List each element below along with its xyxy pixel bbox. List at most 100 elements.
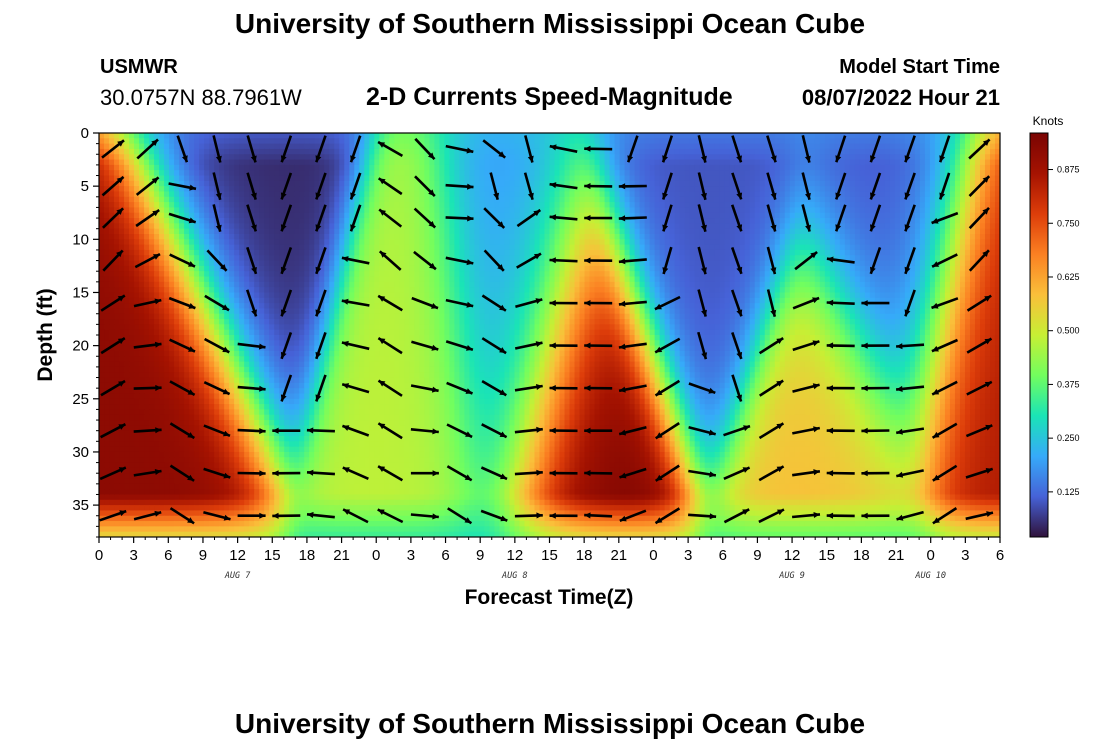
x-tick-label: 3 bbox=[684, 547, 692, 564]
current-vector-arrow bbox=[584, 512, 613, 519]
current-vector-arrow bbox=[792, 426, 821, 435]
current-vector-arrow bbox=[99, 466, 127, 481]
current-vector-arrow bbox=[135, 176, 160, 196]
current-vector-arrow bbox=[662, 246, 673, 275]
station-coordinates: 30.0757N 88.7961W bbox=[100, 85, 302, 110]
current-vector-arrow bbox=[904, 289, 916, 317]
current-vector-arrow bbox=[169, 464, 195, 482]
current-vector-arrow bbox=[306, 469, 335, 476]
current-vector-arrow bbox=[280, 331, 293, 360]
current-vector-arrow bbox=[966, 337, 993, 354]
current-vector-arrow bbox=[133, 384, 162, 391]
current-vector-arrow bbox=[377, 337, 403, 355]
current-vector-arrow bbox=[792, 296, 820, 310]
current-vector-arrow bbox=[169, 380, 196, 397]
current-vector-arrow bbox=[619, 509, 647, 523]
x-tick-label: 15 bbox=[264, 547, 281, 564]
current-vector-arrow bbox=[723, 466, 751, 480]
x-tick-label: 3 bbox=[407, 547, 415, 564]
current-vector-arrow bbox=[514, 469, 543, 476]
x-tick-label: 12 bbox=[507, 547, 524, 564]
current-vector-arrow bbox=[968, 249, 990, 272]
current-vector-arrow bbox=[272, 427, 301, 434]
current-vector-arrow bbox=[758, 508, 785, 524]
current-vector-arrow bbox=[514, 384, 543, 392]
current-vector-arrow bbox=[413, 207, 437, 229]
current-vector-arrow bbox=[549, 342, 578, 349]
current-vector-arrow bbox=[904, 246, 916, 275]
current-vector-arrow bbox=[861, 512, 890, 519]
current-vector-arrow bbox=[315, 135, 327, 163]
current-vector-arrow bbox=[246, 246, 258, 275]
current-vector-arrow bbox=[965, 467, 994, 479]
x-tick-label: 9 bbox=[199, 547, 207, 564]
current-vector-arrow bbox=[377, 508, 404, 524]
page-title: University of Southern Mississippi Ocean… bbox=[234, 8, 866, 39]
current-vector-arrow bbox=[549, 257, 578, 264]
current-vector-arrow bbox=[835, 135, 847, 163]
current-vector-arrow bbox=[341, 256, 370, 265]
current-vector-arrow bbox=[176, 135, 189, 163]
colorbar-tick-label: 0.625 bbox=[1057, 272, 1080, 282]
current-vector-arrow bbox=[931, 297, 959, 310]
current-vector-arrow bbox=[378, 208, 403, 228]
date-label: AUG 9 bbox=[778, 571, 805, 581]
x-tick-label: 18 bbox=[576, 547, 593, 564]
current-vector-arrow bbox=[377, 465, 404, 482]
current-vector-arrow bbox=[826, 470, 855, 477]
current-vector-arrow bbox=[341, 340, 370, 351]
current-vector-arrow bbox=[861, 427, 890, 434]
current-vector-arrow bbox=[315, 172, 327, 200]
current-vector-arrow bbox=[99, 423, 127, 439]
x-tick-label: 9 bbox=[753, 547, 761, 564]
x-tick-label: 3 bbox=[129, 547, 137, 564]
current-vector-arrow bbox=[584, 470, 613, 477]
current-vector-arrow bbox=[654, 507, 681, 525]
current-vector-arrow bbox=[237, 342, 266, 350]
current-vector-arrow bbox=[549, 385, 578, 392]
current-vector-arrow bbox=[549, 427, 578, 434]
current-vector-arrow bbox=[212, 135, 222, 163]
current-vector-arrow bbox=[931, 338, 959, 353]
current-vector-arrow bbox=[968, 138, 991, 160]
current-vector-arrow bbox=[246, 135, 257, 163]
current-vector-arrow bbox=[445, 183, 474, 190]
x-tick-label: 0 bbox=[927, 547, 935, 564]
current-vector-arrow bbox=[896, 427, 925, 435]
current-vector-arrow bbox=[688, 382, 716, 395]
colorbar-tick-label: 0.125 bbox=[1057, 487, 1080, 497]
current-vector-arrow bbox=[480, 509, 508, 522]
y-tick-label: 10 bbox=[72, 231, 89, 248]
current-vector-arrow bbox=[237, 470, 266, 477]
current-vector-arrow bbox=[102, 249, 124, 272]
current-vector-arrow bbox=[136, 138, 159, 160]
current-vector-arrow bbox=[938, 135, 951, 163]
current-vector-arrow bbox=[523, 172, 534, 201]
current-vector-arrow bbox=[801, 134, 811, 163]
current-vector-arrow bbox=[447, 507, 473, 525]
current-vector-arrow bbox=[654, 379, 681, 397]
current-vector-arrow bbox=[481, 379, 507, 397]
current-vector-arrow bbox=[618, 215, 647, 222]
current-vector-arrow bbox=[169, 422, 195, 440]
current-vector-arrow bbox=[801, 204, 811, 232]
current-vectors bbox=[99, 134, 1026, 525]
current-vector-arrow bbox=[1002, 179, 1026, 194]
current-vector-arrow bbox=[100, 294, 126, 312]
current-vector-arrow bbox=[168, 296, 196, 310]
x-tick-label: 21 bbox=[333, 547, 350, 564]
current-vector-arrow bbox=[133, 469, 162, 477]
current-vector-arrow bbox=[377, 294, 403, 312]
current-vector-arrow bbox=[101, 175, 125, 197]
current-vector-arrow bbox=[237, 512, 266, 519]
current-vector-arrow bbox=[618, 300, 647, 307]
current-vector-arrow bbox=[306, 511, 335, 519]
y-tick-label: 15 bbox=[72, 284, 89, 301]
current-vector-arrow bbox=[483, 207, 506, 229]
current-vector-arrow bbox=[133, 510, 162, 521]
x-tick-label: 3 bbox=[961, 547, 969, 564]
current-vector-arrow bbox=[758, 465, 785, 482]
current-vector-arrow bbox=[203, 467, 231, 479]
colorbar-tick-label: 0.750 bbox=[1057, 218, 1080, 228]
current-vector-arrow bbox=[766, 135, 777, 163]
